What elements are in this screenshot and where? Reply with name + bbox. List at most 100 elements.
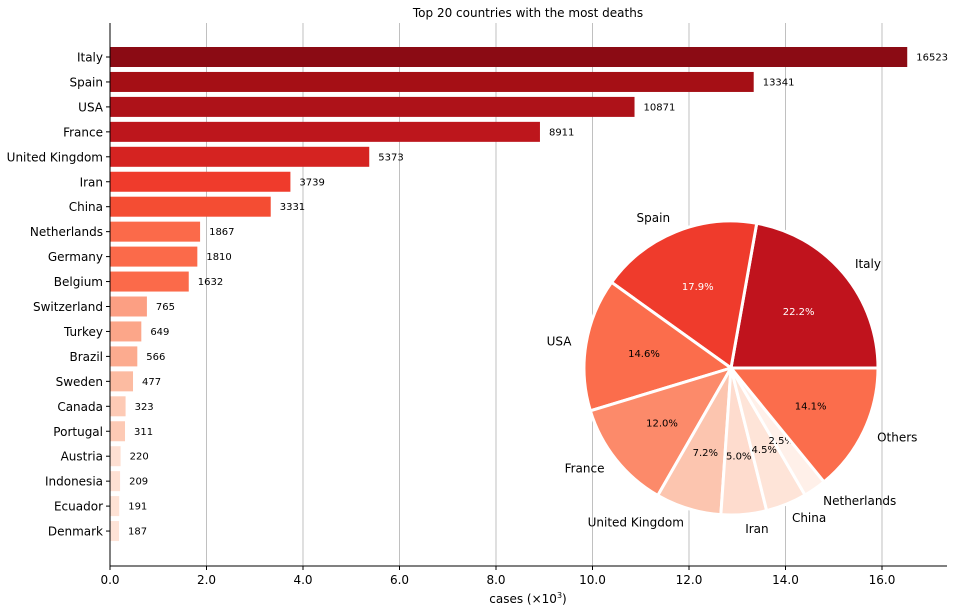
category-label-portugal: Portugal bbox=[53, 425, 103, 439]
pie-label-netherlands: Netherlands bbox=[823, 494, 896, 508]
category-labels: Italy Spain USA France United Kingdom Iran Chi… bbox=[7, 51, 110, 539]
value-label-sweden: 477 bbox=[142, 377, 161, 388]
chart-title: Top 20 countries with the most deaths bbox=[412, 6, 643, 20]
x-tick-label: 6.0 bbox=[390, 573, 409, 587]
bar-series bbox=[110, 47, 908, 542]
value-label-spain: 13341 bbox=[763, 77, 795, 88]
pie-label-others: Others bbox=[877, 430, 917, 444]
value-label-indonesia: 209 bbox=[129, 477, 148, 488]
category-label-canada: Canada bbox=[57, 400, 103, 414]
value-label-netherlands: 1867 bbox=[209, 227, 234, 238]
pie-label-china: China bbox=[792, 511, 826, 525]
bar-germany bbox=[110, 246, 198, 267]
category-label-indonesia: Indonesia bbox=[45, 475, 103, 489]
pie-slice-france bbox=[588, 366, 733, 497]
pie-slice-others bbox=[729, 366, 880, 484]
pie-label-italy: Italy bbox=[855, 257, 881, 271]
value-label-ecuador: 191 bbox=[128, 502, 147, 513]
category-label-germany: Germany bbox=[48, 250, 103, 264]
bar-ecuador bbox=[110, 496, 120, 517]
bar-portugal bbox=[110, 421, 126, 442]
bar-sweden bbox=[110, 371, 134, 392]
x-tick-label: 2.0 bbox=[197, 573, 216, 587]
x-tick-label: 8.0 bbox=[486, 573, 505, 587]
bar-canada bbox=[110, 396, 126, 417]
value-labels: 16523 13341 10871 8911 5373 3739 3331 1867 1810 1… bbox=[128, 53, 948, 538]
bar-usa bbox=[110, 96, 635, 117]
x-tick-labels: 0.0 2.0 4.0 6.0 8.0 10.0 12.0 14.0 16.0 bbox=[100, 566, 895, 587]
value-label-united-kingdom: 5373 bbox=[378, 152, 403, 163]
bar-france bbox=[110, 121, 540, 142]
value-label-switzerland: 765 bbox=[156, 302, 175, 313]
pie-percent-spain: 17.9% bbox=[682, 282, 714, 293]
bar-belgium bbox=[110, 271, 189, 292]
x-tick-label: 10.0 bbox=[579, 573, 606, 587]
bar-austria bbox=[110, 446, 121, 467]
pie-label-spain: Spain bbox=[637, 211, 671, 225]
x-tick-label: 16.0 bbox=[869, 573, 896, 587]
x-tick-label: 12.0 bbox=[676, 573, 703, 587]
category-label-austria: Austria bbox=[61, 450, 103, 464]
category-label-denmark: Denmark bbox=[48, 525, 103, 539]
axes bbox=[109, 23, 947, 567]
category-label-usa: USA bbox=[78, 100, 104, 114]
category-label-turkey: Turkey bbox=[63, 325, 103, 339]
value-label-austria: 220 bbox=[130, 452, 149, 463]
pie-label-united-kingdom: United Kingdom bbox=[588, 516, 684, 530]
category-label-netherlands: Netherlands bbox=[30, 225, 103, 239]
x-axis-label: cases (×103) bbox=[489, 591, 566, 606]
bar-turkey bbox=[110, 321, 142, 342]
pie-percent-usa: 14.6% bbox=[628, 349, 660, 360]
category-label-spain: Spain bbox=[69, 75, 103, 89]
category-label-belgium: Belgium bbox=[54, 275, 103, 289]
category-label-united-kingdom: United Kingdom bbox=[7, 150, 103, 164]
pie-percent-iran: 5.0% bbox=[726, 451, 751, 462]
bar-denmark bbox=[110, 521, 120, 542]
bar-italy bbox=[110, 47, 908, 67]
value-label-iran: 3739 bbox=[299, 177, 324, 188]
value-label-denmark: 187 bbox=[128, 527, 147, 538]
bar-indonesia bbox=[110, 471, 121, 492]
pie-slice-spain bbox=[610, 219, 759, 370]
value-label-usa: 10871 bbox=[644, 102, 676, 113]
pie-slice-italy bbox=[729, 221, 880, 370]
value-label-brazil: 566 bbox=[146, 352, 165, 363]
category-label-italy: Italy bbox=[77, 51, 103, 65]
value-label-germany: 1810 bbox=[206, 252, 231, 263]
x-axis-label-text: cases (×10 bbox=[489, 592, 557, 606]
value-label-belgium: 1632 bbox=[198, 277, 223, 288]
value-label-canada: 323 bbox=[135, 402, 154, 413]
pie-label-france: France bbox=[565, 462, 605, 476]
bar-switzerland bbox=[110, 296, 147, 317]
bar-spain bbox=[110, 71, 754, 92]
bar-iran bbox=[110, 171, 291, 192]
x-tick-label: 4.0 bbox=[293, 573, 312, 587]
pie-percent-netherlands: 2.5% bbox=[769, 436, 794, 447]
category-label-brazil: Brazil bbox=[70, 350, 104, 364]
pie-label-usa: USA bbox=[547, 335, 573, 349]
x-axis-label-suffix: ) bbox=[562, 592, 567, 606]
category-label-france: France bbox=[63, 125, 103, 139]
value-label-france: 8911 bbox=[549, 127, 574, 138]
bar-china bbox=[110, 196, 271, 217]
pie-percent-others: 14.1% bbox=[795, 401, 827, 412]
x-tick-label: 14.0 bbox=[772, 573, 799, 587]
bar-brazil bbox=[110, 346, 138, 367]
pie-percent-china: 4.5% bbox=[752, 445, 777, 456]
pie-chart: 22.2% Italy 17.9% Spain 14.6% USA 12.0% France 7… bbox=[547, 211, 918, 536]
bar-united-kingdom bbox=[110, 146, 370, 167]
x-tick-label: 0.0 bbox=[100, 573, 119, 587]
value-label-turkey: 649 bbox=[150, 327, 169, 338]
category-label-china: China bbox=[69, 200, 103, 214]
pie-percent-france: 12.0% bbox=[646, 418, 678, 429]
pie-percent-united-kingdom: 7.2% bbox=[693, 448, 718, 459]
pie-label-iran: Iran bbox=[745, 522, 768, 536]
category-label-iran: Iran bbox=[80, 175, 103, 189]
category-label-switzerland: Switzerland bbox=[33, 300, 103, 314]
x-axis-label-exponent: 3 bbox=[557, 591, 562, 600]
pie-percent-italy: 22.2% bbox=[783, 307, 815, 318]
category-label-sweden: Sweden bbox=[56, 375, 103, 389]
value-label-portugal: 311 bbox=[134, 427, 153, 438]
value-label-china: 3331 bbox=[280, 202, 305, 213]
